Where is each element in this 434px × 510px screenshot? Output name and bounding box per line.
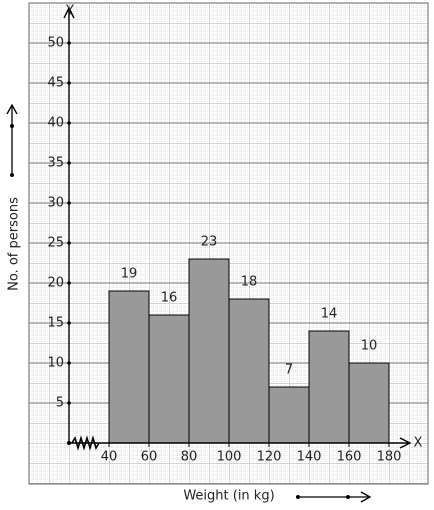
y-tick <box>67 281 71 285</box>
bar <box>108 290 150 444</box>
x-tick-label: 80 <box>181 450 198 465</box>
decor-arrow-head <box>6 103 18 115</box>
bar <box>188 258 230 444</box>
y-tick-label: 25 <box>47 236 64 251</box>
x-tick-label: 180 <box>377 450 402 465</box>
y-tick <box>67 121 71 125</box>
decor-dot <box>10 173 14 177</box>
x-tick-label: 160 <box>337 450 362 465</box>
decor-dot <box>346 495 350 499</box>
y-tick <box>67 361 71 365</box>
plot: 19 16 23 18 7 14 10 <box>29 42 428 444</box>
value-label: 23 <box>201 235 218 250</box>
y-axis-name: Y <box>65 4 74 19</box>
value-label: 14 <box>321 307 338 322</box>
value-label: 16 <box>161 291 178 306</box>
x-axis-name: X <box>414 436 423 451</box>
value-label: 19 <box>121 267 138 282</box>
y-tick <box>67 81 71 85</box>
y-tick-label: 50 <box>47 36 64 51</box>
y-tick-label: 40 <box>47 116 64 131</box>
x-tick-label: 100 <box>217 450 242 465</box>
y-tick <box>67 401 71 405</box>
x-tick-label: 40 <box>101 450 118 465</box>
y-tick <box>67 161 71 165</box>
x-tick-label: 120 <box>257 450 282 465</box>
bar <box>268 386 310 444</box>
y-tick <box>67 201 71 205</box>
axis-break <box>71 435 100 451</box>
y-axis-label: No. of persons <box>7 197 22 291</box>
value-label: 7 <box>285 363 293 378</box>
x-tick-label: 140 <box>297 450 322 465</box>
y-tick-label: 15 <box>47 316 64 331</box>
y-tick-label: 45 <box>47 76 64 91</box>
value-label: 18 <box>241 275 258 290</box>
y-tick-label: 30 <box>47 196 64 211</box>
decor-dot <box>10 124 14 128</box>
decor-arrow-head <box>360 491 372 503</box>
y-tick-label: 5 <box>56 396 64 411</box>
y-tick-label: 35 <box>47 156 64 171</box>
origin <box>67 441 71 445</box>
bar <box>228 298 270 444</box>
bar <box>348 362 390 444</box>
value-label: 10 <box>361 339 378 354</box>
bar <box>148 314 190 444</box>
x-tick-label: 60 <box>141 450 158 465</box>
bar <box>308 330 350 444</box>
y-arrow <box>63 6 75 19</box>
y-tick <box>67 41 71 45</box>
y-tick-label: 20 <box>47 276 64 291</box>
x-arrow <box>399 437 412 449</box>
y-tick-label: 10 <box>47 356 64 371</box>
y-tick <box>67 321 71 325</box>
y-tick <box>67 241 71 245</box>
x-axis-label: Weight (in kg) <box>183 489 274 504</box>
decor-dot <box>296 495 300 499</box>
